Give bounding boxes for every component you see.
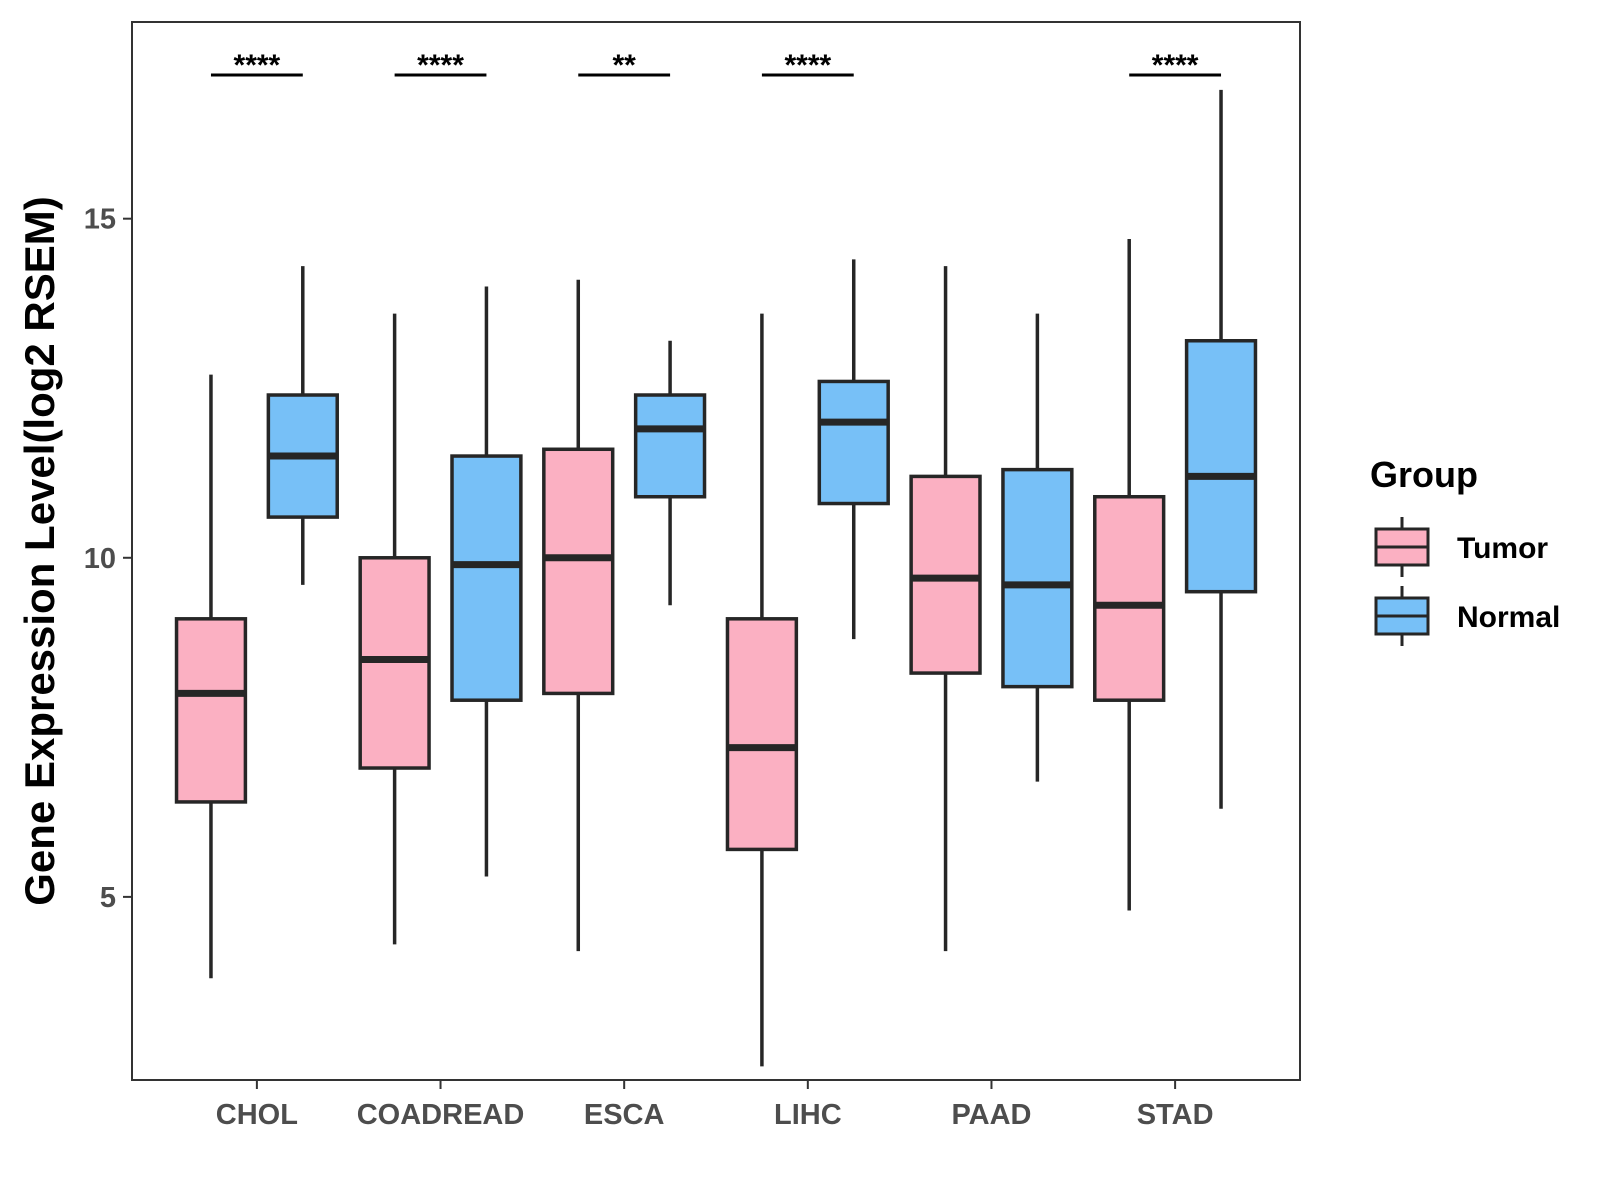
y-axis: 5 10 15 <box>84 204 132 914</box>
box-iqr <box>725 617 799 852</box>
box-esca-normal <box>633 340 707 606</box>
legend-title: Group <box>1370 454 1478 495</box>
y-tick-label: 5 <box>100 882 116 914</box>
x-tick-label-chol: CHOL <box>216 1099 298 1131</box>
x-axis: CHOL COADREAD ESCA LIHC PAAD STAD <box>216 1080 1214 1131</box>
box-iqr <box>174 617 248 804</box>
box-stad-tumor <box>1093 239 1166 911</box>
y-tick-label: 10 <box>84 543 116 575</box>
significance-label-esca: ** <box>612 49 636 82</box>
legend-key-normal <box>1374 586 1430 646</box>
boxes-layer <box>174 89 1258 1067</box>
significance-label-coadread: **** <box>417 49 464 82</box>
box-iqr <box>817 379 890 506</box>
box-esca-tumor <box>542 279 615 952</box>
box-chol-tumor <box>174 374 248 979</box>
box-iqr <box>1093 494 1166 702</box>
box-iqr <box>1001 467 1074 689</box>
significance-layer: **** **** ** **** **** <box>210 49 1222 82</box>
legend-label-normal: Normal <box>1457 601 1560 634</box>
box-lihc-tumor <box>725 313 799 1067</box>
x-tick-label-paad: PAAD <box>951 1099 1031 1131</box>
x-tick-label-lihc: LIHC <box>774 1099 842 1131</box>
box-iqr <box>1184 339 1258 594</box>
significance-label-chol: **** <box>234 49 281 82</box>
box-iqr <box>542 447 615 696</box>
legend-key-tumor <box>1374 517 1430 577</box>
box-lihc-normal <box>817 259 890 640</box>
significance-label-stad: **** <box>1152 49 1199 82</box>
box-stad-normal <box>1184 89 1258 809</box>
box-chol-normal <box>266 266 339 585</box>
box-iqr <box>633 393 707 499</box>
x-tick-label-stad: STAD <box>1137 1099 1214 1131</box>
significance-label-lihc: **** <box>784 49 831 82</box>
box-iqr <box>450 454 523 702</box>
x-tick-label-coadread: COADREAD <box>357 1099 525 1131</box>
x-tick-label-esca: ESCA <box>584 1099 665 1131</box>
legend: Group Tumor Normal <box>1370 454 1560 646</box>
box-paad-tumor <box>909 266 982 952</box>
box-paad-normal <box>1001 313 1074 782</box>
box-coadread-tumor <box>358 313 431 945</box>
y-axis-title: Gene Expression Level(log2 RSEM) <box>16 196 63 906</box>
y-tick-label: 15 <box>84 204 116 236</box>
box-coadread-normal <box>450 286 523 877</box>
legend-label-tumor: Tumor <box>1457 532 1548 565</box>
